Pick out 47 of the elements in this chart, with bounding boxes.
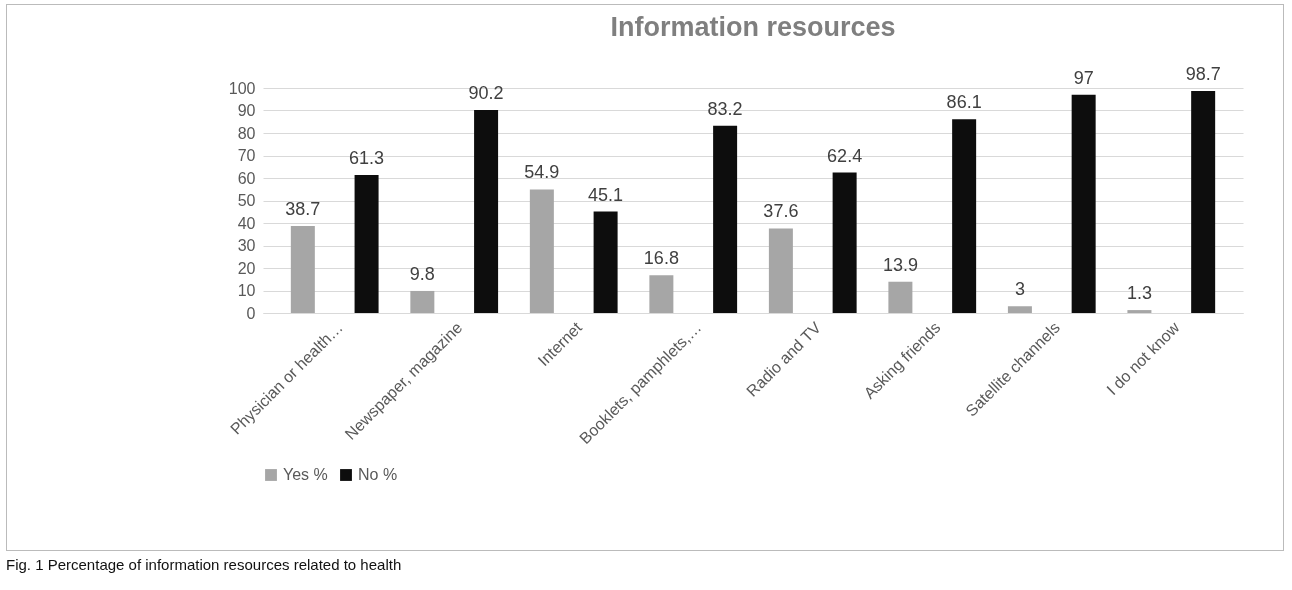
y-tick-label: 20	[237, 259, 256, 277]
bar	[952, 119, 977, 313]
bar	[1191, 90, 1216, 313]
bar	[832, 172, 857, 313]
data-label: 1.3	[1126, 283, 1152, 304]
y-tick-label: 40	[237, 214, 256, 232]
chart-title: Information resources	[610, 11, 896, 42]
y-tick-label: 0	[246, 304, 256, 322]
y-tick-label: 100	[228, 79, 256, 97]
legend-label: Yes %	[283, 466, 328, 483]
caption: Fig. 1 Percentage of information resources related to health	[6, 556, 402, 573]
bar	[593, 211, 618, 313]
data-label: 16.8	[643, 248, 679, 269]
y-tick-label: 10	[237, 282, 256, 299]
data-label: 97	[1073, 67, 1094, 88]
data-label: 62.4	[827, 145, 863, 166]
data-label: 37.6	[763, 201, 799, 222]
y-tick-label: 90	[237, 102, 256, 119]
data-label: 83.2	[707, 98, 743, 119]
data-label: 13.9	[882, 254, 918, 275]
bar	[1127, 310, 1152, 313]
bar	[354, 175, 379, 313]
legend-label: No %	[358, 466, 398, 483]
data-label: 86.1	[946, 92, 982, 113]
data-label: 38.7	[285, 198, 321, 219]
y-tick-label: 30	[237, 237, 256, 254]
bar	[1071, 94, 1096, 313]
bar	[768, 228, 793, 313]
y-tick-label: 70	[237, 147, 256, 164]
bar	[290, 225, 315, 313]
bar	[474, 110, 499, 313]
y-tick-label: 80	[237, 124, 256, 142]
data-label: 61.3	[349, 148, 385, 169]
data-label: 54.9	[524, 162, 560, 183]
y-tick-label: 60	[237, 169, 256, 187]
y-tick-label: 50	[237, 192, 256, 209]
bar	[888, 281, 913, 313]
data-label: 45.1	[588, 184, 624, 205]
data-label: 90.2	[468, 83, 504, 104]
bar	[713, 125, 738, 313]
bar	[529, 189, 554, 313]
data-label: 3	[1014, 279, 1025, 300]
bar	[1007, 306, 1032, 313]
bar	[649, 275, 674, 313]
data-label: 9.8	[409, 263, 435, 284]
data-label: 98.7	[1185, 63, 1221, 84]
bar	[410, 290, 435, 313]
